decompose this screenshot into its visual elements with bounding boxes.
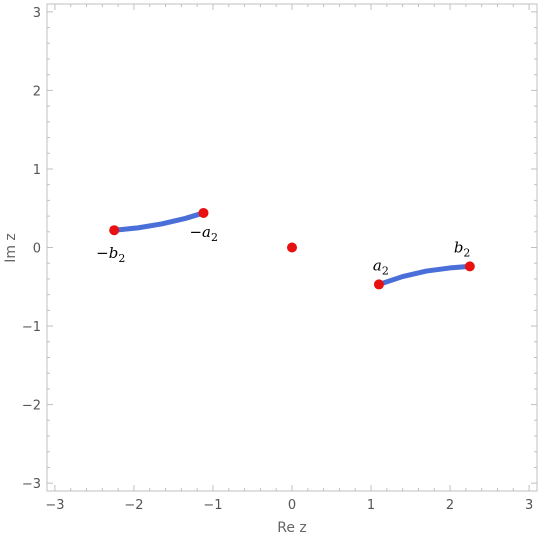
y-tick-label: 1 bbox=[33, 163, 41, 178]
y-axis-ticks: −3 −2 −1 0 1 2 3 bbox=[22, 6, 537, 492]
x-tick-label: −3 bbox=[45, 498, 64, 513]
x-tick-label: 3 bbox=[525, 498, 533, 513]
point-series bbox=[109, 207, 475, 290]
point-marker bbox=[198, 207, 209, 218]
point-marker bbox=[109, 225, 120, 236]
point-labels: −b2 −a2 a2 b2 bbox=[96, 223, 470, 277]
point-marker bbox=[287, 242, 297, 253]
x-tick-label: −1 bbox=[203, 498, 222, 513]
x-tick-label: −2 bbox=[124, 498, 143, 513]
x-tick-label: 0 bbox=[288, 498, 296, 513]
point-label: −a2 bbox=[189, 223, 218, 244]
y-tick-label: −1 bbox=[22, 320, 41, 335]
y-tick-label: 2 bbox=[33, 84, 41, 99]
y-tick-label: 0 bbox=[33, 242, 41, 257]
curve-line bbox=[111, 210, 206, 233]
y-tick-label: −2 bbox=[22, 399, 41, 414]
x-tick-label: 2 bbox=[446, 498, 454, 513]
y-tick-label: 3 bbox=[33, 6, 41, 21]
curve-line bbox=[376, 263, 473, 287]
x-axis-title: Re z bbox=[277, 520, 307, 536]
point-label: b2 bbox=[454, 238, 471, 259]
point-label: −b2 bbox=[96, 244, 125, 265]
x-tick-label: 1 bbox=[367, 498, 375, 513]
y-tick-label: −3 bbox=[22, 477, 41, 492]
point-marker bbox=[464, 261, 475, 272]
point-label: a2 bbox=[373, 256, 389, 277]
x-axis-ticks: −3 −2 −1 0 1 2 3 bbox=[45, 4, 533, 513]
curve-series bbox=[111, 210, 473, 287]
point-marker bbox=[373, 279, 384, 290]
y-axis-title: Im z bbox=[3, 233, 19, 263]
